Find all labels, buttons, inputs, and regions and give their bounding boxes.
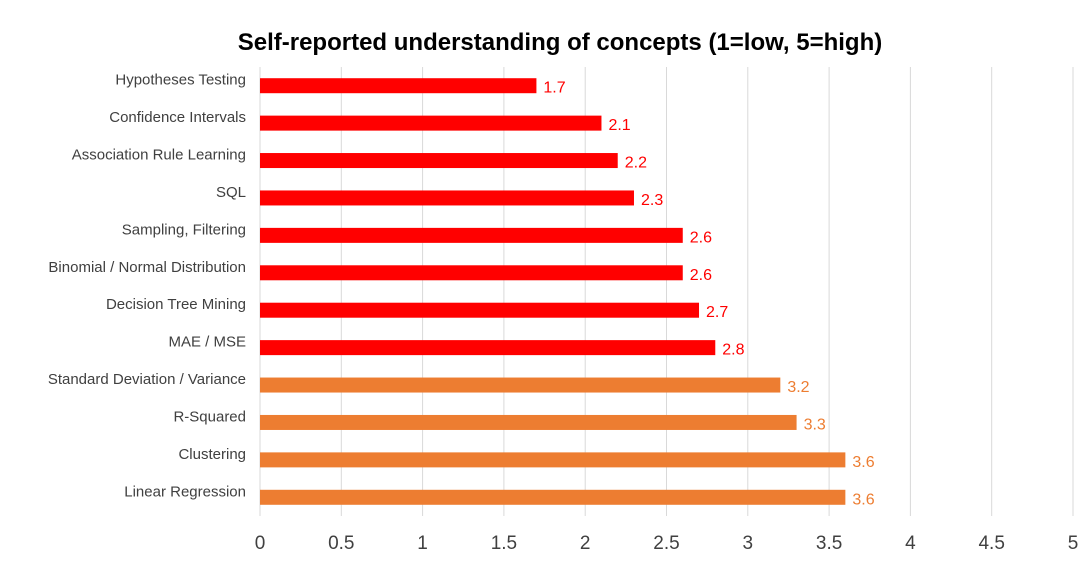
- category-labels: Hypotheses Testing Confidence Intervals As…: [48, 72, 246, 501]
- category-label: Standard Deviation / Variance: [48, 371, 246, 388]
- x-tick-label: 3.5: [816, 533, 842, 554]
- x-tick-label: 0: [255, 533, 266, 554]
- bar: [260, 153, 618, 169]
- data-label: 1.7: [543, 80, 565, 97]
- category-label: Clustering: [178, 446, 246, 463]
- data-label: 2.2: [625, 155, 647, 172]
- x-tick-label: 0.5: [328, 533, 354, 554]
- bar: [260, 452, 846, 468]
- category-label: Hypotheses Testing: [115, 72, 246, 89]
- bar: [260, 115, 602, 131]
- bar: [260, 227, 683, 243]
- data-label: 3.3: [804, 416, 826, 433]
- category-label: Sampling, Filtering: [122, 221, 246, 238]
- data-label: 2.1: [608, 117, 630, 134]
- data-label: 3.6: [852, 454, 874, 471]
- chart-title: Self-reported understanding of concepts …: [238, 29, 883, 56]
- data-label: 2.3: [641, 192, 663, 209]
- data-labels: 1.7 2.1 2.2 2.3 2.6 2.6 2.7 2.8 3.2 3.3 3.6 3.6: [543, 80, 874, 509]
- x-tick-label: 5: [1068, 533, 1079, 554]
- category-label: Decision Tree Mining: [106, 296, 246, 313]
- category-label: Linear Regression: [124, 483, 246, 500]
- bar: [260, 340, 716, 356]
- category-label: SQL: [216, 184, 246, 201]
- data-label: 2.6: [690, 229, 712, 246]
- gridlines: [259, 67, 1074, 516]
- x-tick-label: 4.5: [978, 533, 1004, 554]
- x-tick-label: 1: [417, 533, 428, 554]
- category-label: Association Rule Learning: [72, 147, 246, 164]
- bar: [260, 302, 700, 318]
- data-label: 2.6: [690, 267, 712, 284]
- bar: [260, 78, 537, 94]
- x-tick-label: 3: [743, 533, 754, 554]
- x-axis-tick-labels: 0 0.5 1 1.5 2 2.5 3 3.5 4 4.5 5: [255, 533, 1079, 554]
- bar: [260, 190, 634, 206]
- x-tick-label: 4: [905, 533, 916, 554]
- bar: [260, 265, 683, 281]
- data-label: 3.6: [852, 491, 874, 508]
- data-label: 3.2: [787, 379, 809, 396]
- bar: [260, 414, 797, 430]
- x-tick-label: 2.5: [653, 533, 679, 554]
- bar: [260, 489, 846, 505]
- x-tick-label: 1.5: [491, 533, 517, 554]
- bar: [260, 377, 781, 393]
- category-label: Confidence Intervals: [109, 109, 246, 126]
- x-tick-label: 2: [580, 533, 591, 554]
- category-label: Binomial / Normal Distribution: [48, 259, 246, 276]
- data-label: 2.8: [722, 342, 744, 359]
- data-label: 2.7: [706, 304, 728, 321]
- category-label: MAE / MSE: [168, 334, 246, 351]
- category-label: R-Squared: [173, 408, 246, 425]
- bars: [260, 78, 846, 505]
